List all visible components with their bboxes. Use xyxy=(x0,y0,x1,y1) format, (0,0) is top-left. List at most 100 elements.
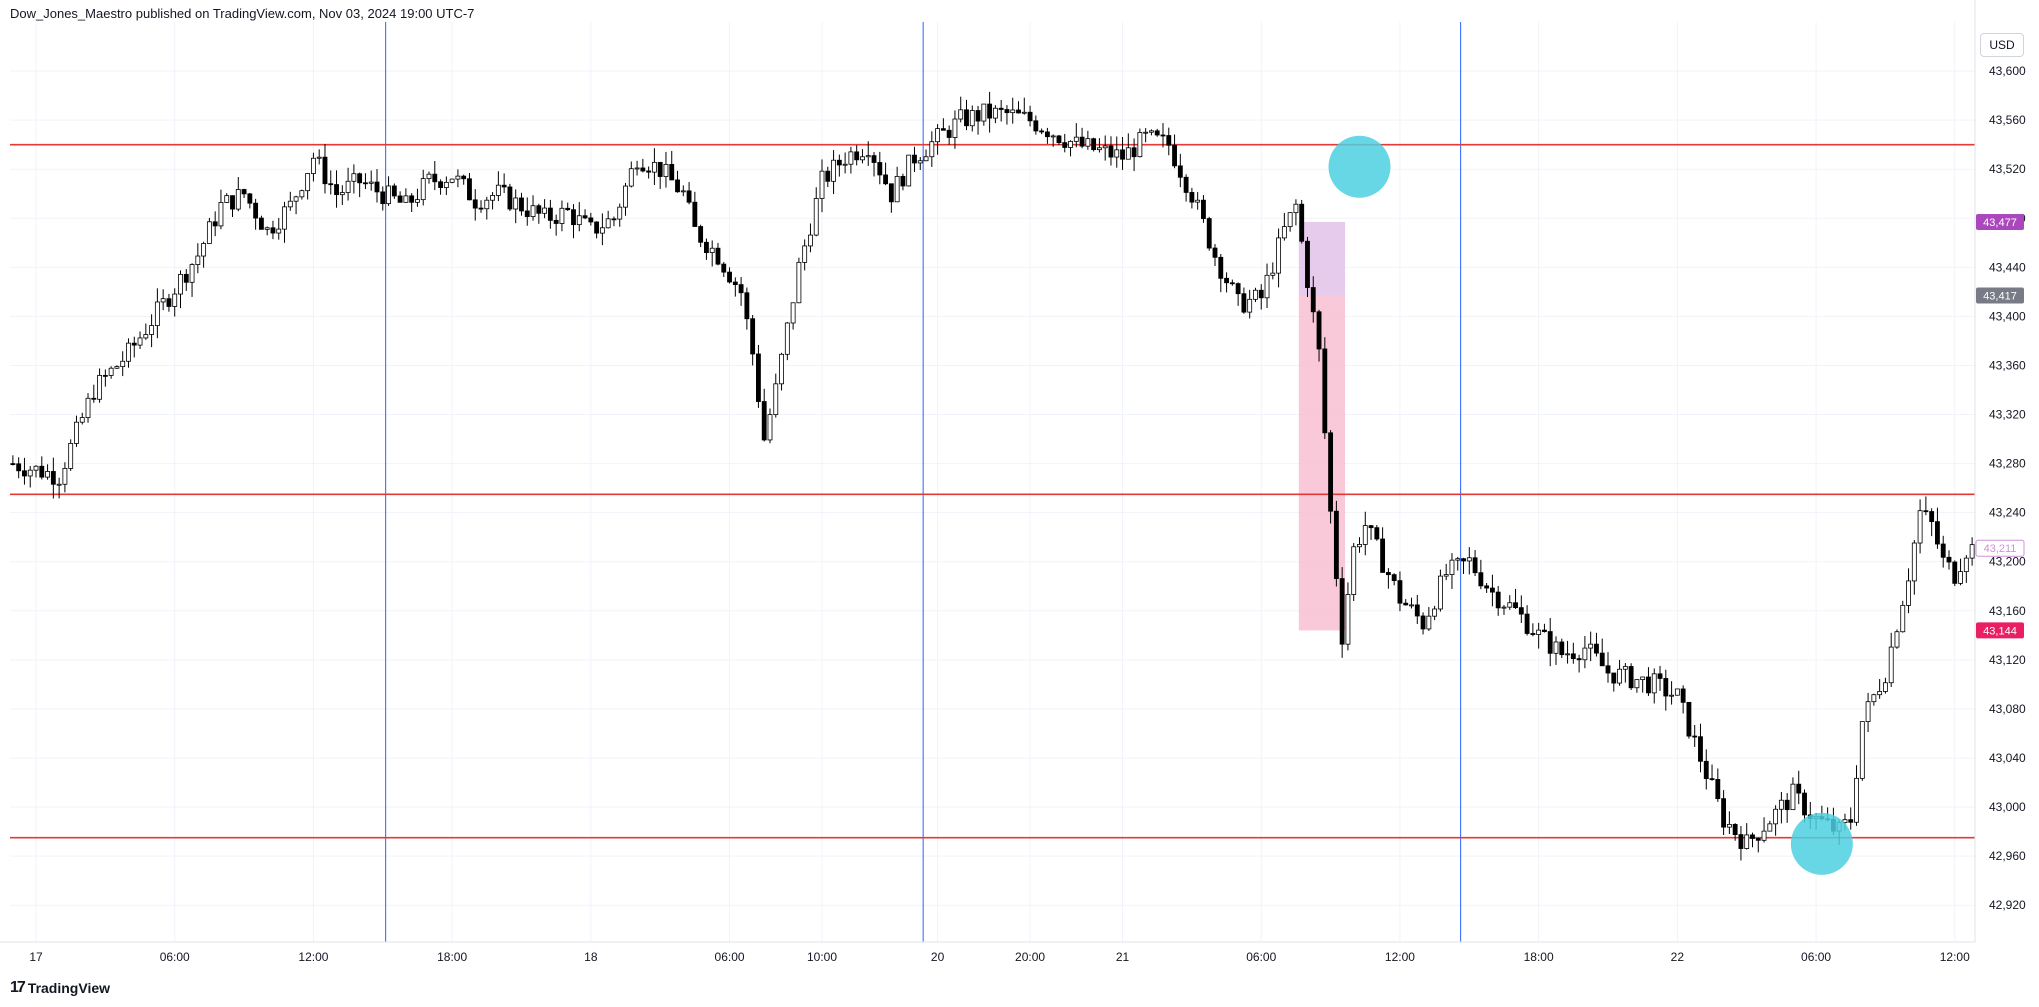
candle-body xyxy=(802,245,808,263)
candle-body xyxy=(501,184,507,188)
candle-body xyxy=(201,243,207,257)
candle-body xyxy=(253,202,259,219)
candle-body xyxy=(1437,575,1443,610)
candle-body xyxy=(397,195,403,203)
candle-body xyxy=(1854,777,1859,823)
y-tick-label: 43,440 xyxy=(1989,260,2026,274)
candle-body xyxy=(1917,510,1923,544)
candle-body xyxy=(1732,823,1738,835)
candle-body xyxy=(426,173,432,179)
candle-body xyxy=(1056,135,1062,144)
candle-body xyxy=(224,195,230,203)
candle-body xyxy=(1287,212,1293,228)
candle-body xyxy=(131,342,137,346)
candle-body xyxy=(1137,132,1143,158)
candle-body xyxy=(1310,287,1316,313)
candle-body xyxy=(1663,678,1669,697)
candle-body xyxy=(403,195,409,203)
candle-body xyxy=(1565,653,1570,656)
candle-body xyxy=(1952,561,1958,584)
footer-brand[interactable]: 17 TradingView xyxy=(10,979,110,997)
candle-body xyxy=(1085,138,1091,147)
candle-body xyxy=(790,302,796,324)
candle-body xyxy=(1218,256,1224,279)
candle-body xyxy=(559,207,565,224)
y-tick-label: 43,120 xyxy=(1989,653,2026,667)
candle-body xyxy=(56,483,62,486)
candle-body xyxy=(513,197,519,210)
candle-body xyxy=(1940,543,1946,558)
candle-body xyxy=(316,156,322,159)
candle-body xyxy=(1079,136,1085,147)
candle-body xyxy=(1651,673,1657,694)
candle-body xyxy=(1646,676,1651,694)
candle-body xyxy=(1605,665,1611,674)
candle-body xyxy=(1709,778,1715,781)
candle-body xyxy=(588,217,594,223)
candle-body xyxy=(761,401,767,441)
x-tick-label: 12:00 xyxy=(1385,950,1415,964)
candle-body xyxy=(1258,289,1264,299)
candle-body xyxy=(270,227,276,234)
candle-body xyxy=(530,205,536,217)
candle-body xyxy=(195,255,201,265)
candle-body xyxy=(721,263,727,273)
y-tick-label: 43,240 xyxy=(1989,506,2026,520)
candle-body xyxy=(1588,643,1594,649)
candle-body xyxy=(1131,147,1137,158)
candle-body xyxy=(79,417,85,423)
y-tick-label: 43,160 xyxy=(1989,604,2026,618)
currency-button[interactable]: USD xyxy=(1980,33,2024,57)
candle-body xyxy=(935,128,941,143)
candle-body xyxy=(45,471,50,478)
candle-body xyxy=(490,195,496,201)
candle-body xyxy=(808,234,813,247)
candle-body xyxy=(1021,111,1027,114)
footer-brand-label: TradingView xyxy=(27,980,111,996)
candle-body xyxy=(1050,135,1056,138)
candle-body xyxy=(1547,631,1553,654)
candle-body xyxy=(1669,694,1675,697)
horizontal-levels xyxy=(10,143,1975,839)
candle-body xyxy=(1484,585,1490,589)
candle-body xyxy=(1108,145,1114,158)
candle-body xyxy=(1149,130,1154,133)
candle-body xyxy=(235,189,241,210)
candle-body xyxy=(1177,165,1183,178)
candle-body xyxy=(1033,120,1039,132)
candle-body xyxy=(952,118,958,138)
price-badge xyxy=(1975,539,2025,557)
candle-body xyxy=(438,181,443,188)
candle-body xyxy=(74,421,79,444)
candle-body xyxy=(594,221,600,234)
candle-body xyxy=(160,298,166,303)
candle-body xyxy=(773,383,779,416)
candle-body xyxy=(1750,834,1755,839)
candle-body xyxy=(865,155,871,158)
x-tick-label: 22 xyxy=(1671,950,1685,964)
candle-body xyxy=(1513,602,1518,609)
candle-body xyxy=(1154,130,1160,136)
candle-body xyxy=(386,185,391,205)
candle-body xyxy=(1478,572,1484,587)
marker-circle xyxy=(1790,812,1853,875)
candle-body xyxy=(1166,135,1172,146)
candle-body xyxy=(1397,580,1403,604)
candle-body xyxy=(992,107,998,119)
marker-circle xyxy=(1328,135,1391,198)
candle-body xyxy=(449,178,455,183)
y-tick-label: 42,920 xyxy=(1989,898,2026,912)
x-tick-label: 06:00 xyxy=(160,950,190,964)
candle-body xyxy=(1322,348,1328,434)
candle-body xyxy=(692,201,698,227)
candle-body xyxy=(293,196,299,202)
candle-body xyxy=(842,163,848,166)
candle-body xyxy=(1848,819,1854,823)
candle-body xyxy=(10,463,16,466)
candle-body xyxy=(114,366,120,369)
candle-body xyxy=(1351,546,1357,595)
candle-body xyxy=(1125,147,1131,160)
candle-body xyxy=(351,173,357,182)
candle-body xyxy=(1229,282,1235,285)
